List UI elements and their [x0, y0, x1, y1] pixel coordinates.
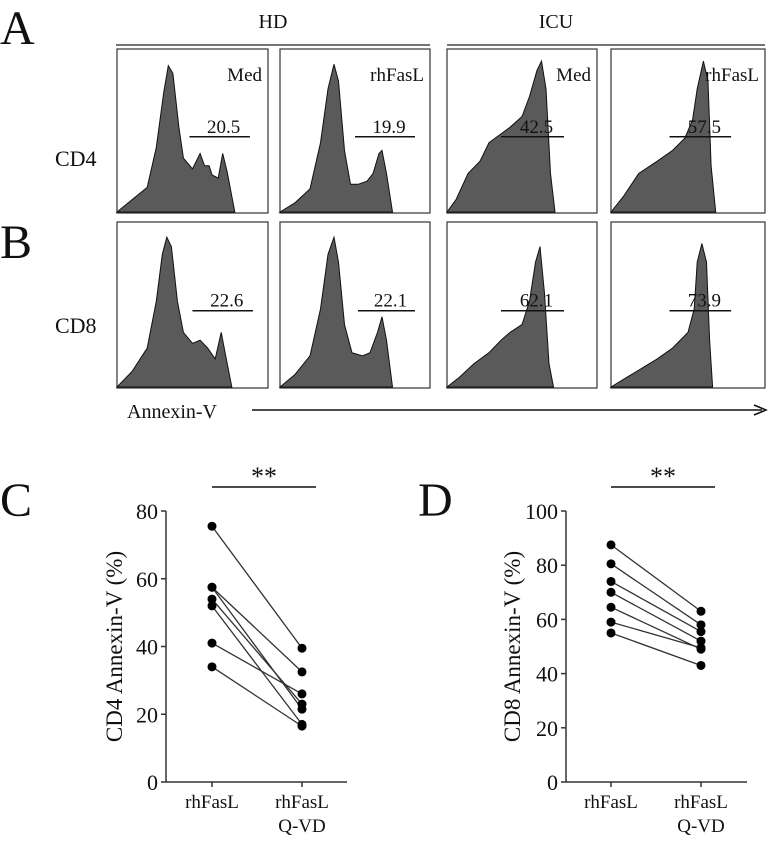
y-tick-label: 40 [136, 635, 158, 660]
histogram-panel: 20.5 Med [115, 48, 269, 214]
pair-line [211, 666, 303, 727]
x-tick-label: Q-VD [278, 816, 326, 837]
panel-label-b: B [0, 216, 32, 269]
panel-label-a: A [0, 2, 35, 55]
histogram-curve [278, 235, 394, 388]
y-tick-label: 60 [136, 567, 158, 592]
data-point [207, 662, 217, 672]
data-point [696, 643, 706, 653]
y-tick-label: 0 [147, 770, 158, 795]
y-tick-label: 80 [536, 553, 558, 578]
data-point [207, 521, 217, 531]
significance-label: ** [650, 462, 676, 491]
gate-value: 57.5 [688, 117, 721, 138]
data-point [297, 689, 307, 699]
x-tick-label: rhFasL [275, 792, 329, 813]
x-tick-label: rhFasL [584, 792, 638, 813]
y-tick-label: 80 [136, 499, 158, 524]
histogram-panel: 42.5 Med [446, 48, 598, 214]
y-tick-label: 20 [536, 716, 558, 741]
condition-label: rhFasL [705, 65, 759, 86]
histogram-curve [445, 246, 555, 388]
y-tick-label: 40 [536, 662, 558, 687]
gate-value: 19.9 [372, 117, 405, 138]
row-label-cd4: CD4 [55, 146, 97, 171]
pair-line [610, 544, 702, 612]
data-point [696, 660, 706, 670]
condition-label: Med [227, 65, 262, 86]
data-point [207, 582, 217, 592]
pair-line [211, 598, 303, 705]
histogram-curve [115, 235, 233, 388]
data-point [297, 721, 307, 731]
y-axis-label: CD8 Annexin-V (%) [500, 551, 525, 742]
pair-line [610, 632, 702, 667]
pair-line [211, 605, 303, 725]
pair-line [610, 580, 702, 633]
data-point [696, 620, 706, 630]
data-point [207, 594, 217, 604]
histogram-curve [115, 64, 236, 213]
y-tick-label: 0 [547, 770, 558, 795]
histogram-panel: 57.5 rhFasL [609, 48, 766, 214]
x-tick-label: Q-VD [677, 816, 725, 837]
y-axis-label: CD4 Annexin-V (%) [102, 551, 127, 742]
data-point [696, 606, 706, 616]
pair-line [610, 621, 702, 649]
gate-value: 20.5 [207, 117, 240, 138]
data-point [207, 601, 217, 611]
group-label-hd: HD [259, 11, 288, 33]
arrow-head [753, 404, 768, 416]
gate-value: 62.1 [520, 291, 553, 312]
histogram-panel: 73.9 [609, 221, 766, 389]
histogram-panel: 62.1 [445, 221, 598, 389]
pair-line [610, 606, 702, 650]
condition-label: rhFasL [370, 65, 424, 86]
histogram-curve [609, 243, 714, 388]
gate-value: 22.6 [210, 291, 243, 312]
significance-label: ** [251, 462, 277, 491]
x-tick-label: rhFasL [185, 792, 239, 813]
data-point [606, 540, 616, 550]
x-axis-label-annexin: Annexin-V [127, 401, 218, 423]
pair-line [211, 586, 303, 673]
condition-label: Med [556, 65, 591, 86]
data-point [606, 617, 616, 627]
pair-line [610, 591, 702, 642]
pair-line [211, 642, 303, 695]
histogram-panel: 22.6 [115, 221, 269, 389]
histogram-curve [609, 60, 717, 213]
data-point [606, 602, 616, 612]
y-tick-label: 20 [136, 702, 158, 727]
data-point [696, 627, 706, 637]
histogram-curve [278, 64, 394, 213]
panel-label-d: D [418, 474, 453, 527]
data-point [297, 667, 307, 677]
data-point [297, 699, 307, 709]
panel-label-c: C [0, 474, 32, 527]
pair-line [610, 563, 702, 626]
pair-line [211, 525, 303, 649]
data-point [606, 587, 616, 597]
data-point [207, 638, 217, 648]
pair-line [211, 586, 303, 710]
gate-value: 22.1 [374, 291, 407, 312]
histogram-panel: 19.9 rhFasL [278, 48, 431, 214]
data-point [606, 576, 616, 586]
gate-value: 42.5 [520, 117, 553, 138]
data-point [606, 559, 616, 569]
gate-value: 73.9 [688, 291, 721, 312]
group-label-icu: ICU [539, 11, 574, 33]
histogram-panel: 22.1 [278, 221, 431, 389]
y-tick-label: 60 [536, 607, 558, 632]
data-point [696, 636, 706, 646]
data-point [297, 643, 307, 653]
y-tick-label: 100 [525, 499, 558, 524]
row-label-cd8: CD8 [55, 313, 97, 338]
x-tick-label: rhFasL [674, 792, 728, 813]
data-point [606, 628, 616, 638]
